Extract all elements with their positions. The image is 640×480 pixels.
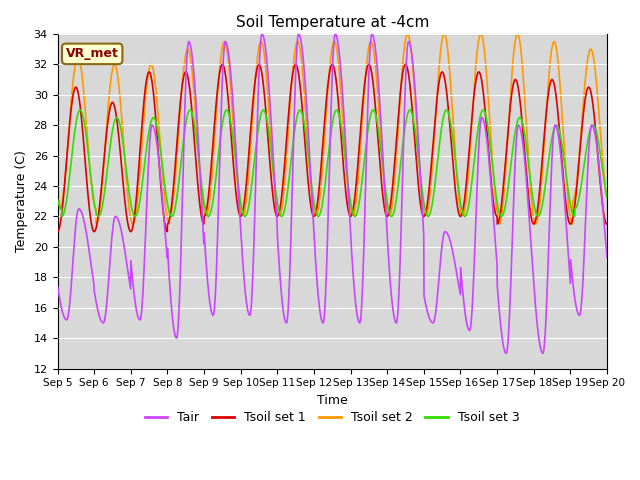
Legend: Tair, Tsoil set 1, Tsoil set 2, Tsoil set 3: Tair, Tsoil set 1, Tsoil set 2, Tsoil se… <box>140 406 525 429</box>
Y-axis label: Temperature (C): Temperature (C) <box>15 150 28 252</box>
X-axis label: Time: Time <box>317 394 348 407</box>
Title: Soil Temperature at -4cm: Soil Temperature at -4cm <box>236 15 429 30</box>
Text: VR_met: VR_met <box>66 48 118 60</box>
